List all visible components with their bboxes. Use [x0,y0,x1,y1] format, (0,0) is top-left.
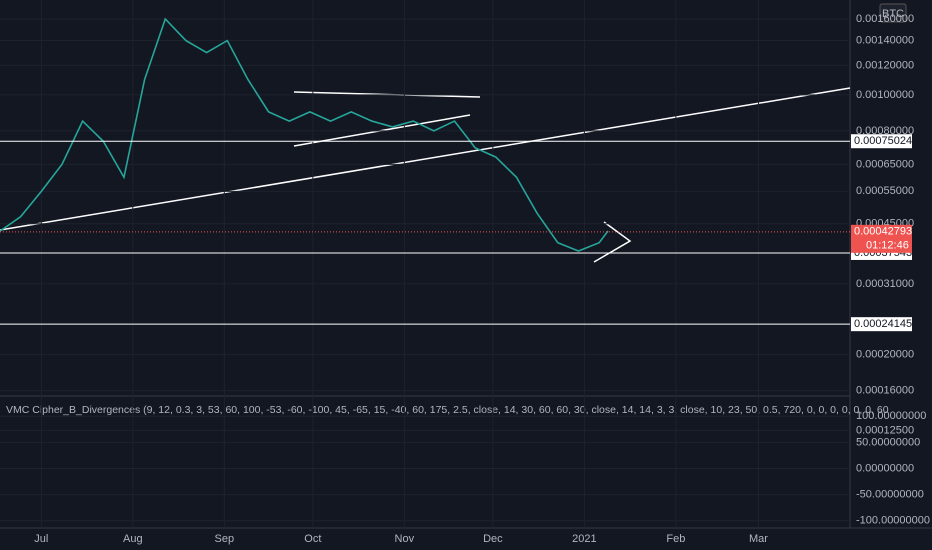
indicator-title: VMC Cipher_B_Divergences (9, 12, 0.3, 3,… [6,404,889,416]
x-tick-label: Feb [666,533,685,545]
trendline [0,87,851,231]
level-label: 0.00037543 [854,247,912,259]
y-tick-label: 0.00140000 [856,34,914,46]
level-label: 0.00075024 [854,135,912,147]
level-label: 0.00024145 [854,318,912,330]
x-tick-label: Jul [34,533,48,545]
y-tick-label: 0.00160000 [856,13,914,25]
triangle [593,221,632,263]
indicator-tick-label: -100.00000000 [856,515,930,527]
level-badge [851,317,912,332]
countdown-label: 01:12:46 [866,240,909,252]
x-tick-label: Sep [215,533,235,545]
currency-badge [879,3,907,23]
current-price-badge [851,224,912,253]
y-tick-label: 0.00031000 [856,278,914,290]
indicator-tick-label: 0.00000000 [856,462,914,474]
x-tick-label: Aug [123,533,143,545]
y-tick-label: 0.00016000 [856,384,914,396]
y-tick-label: 0.00120000 [856,59,914,71]
x-tick-label: Dec [483,533,503,545]
y-tick-label: 0.00080000 [856,125,914,137]
x-tick-label: 2021 [572,533,596,545]
x-tick-label: Nov [395,533,415,545]
y-tick-label: 0.00020000 [856,348,914,360]
indicator-tick-label: 100.00000000 [856,410,926,422]
y-tick-label: 0.00055000 [856,185,914,197]
x-tick-label: Mar [749,533,768,545]
x-tick-label: Oct [304,533,321,545]
indicator-tick-label: 50.00000000 [856,436,920,448]
indicator-tick-label: -50.00000000 [856,489,924,501]
current-price-label: 0.00042793 [854,226,912,238]
y-tick-label: 0.00065000 [856,158,914,170]
level-badge [851,134,912,149]
y-tick-label: 0.00012500 [856,424,914,436]
y-tick-label: 0.00100000 [856,89,914,101]
currency-label: BTC [882,8,904,20]
